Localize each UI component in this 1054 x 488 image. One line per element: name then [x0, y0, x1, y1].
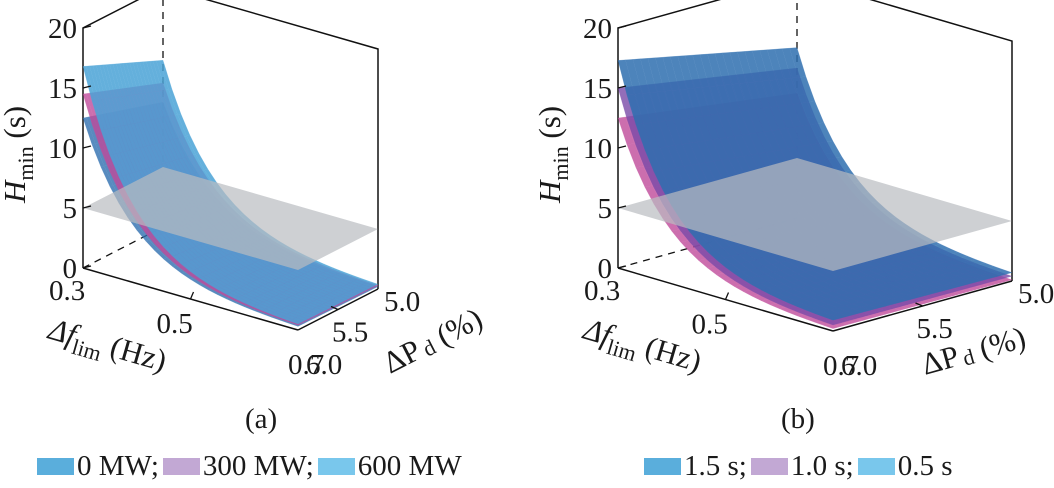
- x-tick: [724, 292, 730, 300]
- x-tick-label: 0.5: [157, 308, 193, 340]
- legend-label: 1.5 s;: [684, 450, 747, 482]
- z-tick: [82, 25, 92, 29]
- y-tick-label: 6.0: [306, 349, 342, 381]
- surface-plot-b: 0 5 10 15 20 0.3 0.5 0.7 5.0 5.5 6.0 Hmin (s) Δflim …: [532, 0, 1054, 385]
- z-tick: [617, 145, 627, 149]
- z-tick-label: 20: [48, 13, 77, 45]
- z-tick-label: 0: [63, 253, 78, 285]
- x-label-sub: lim: [69, 334, 104, 366]
- z-tick-label: 10: [48, 133, 77, 165]
- surface-patch: [365, 280, 379, 287]
- y-tick: [330, 305, 339, 311]
- z-tick: [617, 205, 627, 209]
- reference-plane: [618, 158, 1012, 271]
- legend-item: 300 MW;: [162, 450, 314, 483]
- x-tick-label: 0.3: [49, 275, 85, 307]
- axis-box-edge: [82, 0, 379, 289]
- z-tick: [82, 205, 92, 209]
- x-tick-label: 0.5: [692, 309, 728, 341]
- reference-plane: [83, 167, 378, 270]
- x-label-sub: lim: [604, 334, 639, 366]
- legend-swatch: [37, 458, 74, 475]
- legend-b: 1.5 s; 1.0 s; 0.5 s: [644, 450, 956, 483]
- z-tick: [82, 145, 92, 149]
- x-tick-label: 0.3: [584, 275, 620, 307]
- axis-hidden-edge: [82, 226, 164, 269]
- y-tick-label: 5.5: [917, 313, 953, 345]
- z-tick-label: 5: [598, 193, 613, 225]
- z-tick-label: 10: [583, 133, 612, 165]
- legend-swatch: [162, 458, 200, 475]
- legend-item: 0 MW;: [37, 450, 159, 483]
- y-tick-label: 5.0: [384, 286, 420, 318]
- x-axis-label: Δflim (Hz): [41, 311, 170, 384]
- legend-label: 0.5 s: [897, 450, 953, 482]
- z-tick: [82, 265, 92, 269]
- x-tick-label: 0.7: [823, 350, 859, 382]
- legend-label: 600 MW: [357, 450, 462, 482]
- z-label-sub: min: [13, 146, 38, 180]
- y-tick-label: 5.0: [1018, 278, 1054, 310]
- z-axis-label: Hmin (s): [532, 106, 573, 204]
- legend-swatch: [750, 458, 788, 475]
- y-label-unit: (%): [968, 319, 1030, 367]
- legend-item: 600 MW: [317, 450, 462, 483]
- x-axis-label: Δflim (Hz): [576, 311, 705, 385]
- x-tick-label: 0.7: [288, 349, 324, 381]
- legend-a: 0 MW; 300 MW; 600 MW: [37, 450, 466, 483]
- legend-label: 300 MW;: [202, 450, 314, 482]
- z-tick-label: 20: [583, 13, 612, 45]
- legend-item: 1.5 s;: [644, 450, 747, 483]
- legend-item: 1.0 s;: [750, 450, 854, 483]
- z-label-sub: min: [548, 146, 573, 180]
- z-tick: [617, 265, 627, 269]
- panel-caption-a: (a): [245, 403, 278, 435]
- legend-swatch: [644, 458, 681, 475]
- legend-swatch: [317, 458, 355, 475]
- z-tick-label: 15: [48, 73, 77, 105]
- z-tick-label: 15: [583, 73, 612, 105]
- z-label-unit: (s): [0, 106, 32, 146]
- z-tick: [617, 85, 627, 89]
- panel-a: 0 5 10 15 20 0.3 0.5 0.7 5.0 5.5 6.0 Hmin (s) Δflim …: [0, 0, 488, 483]
- surface-patch: [994, 269, 1013, 275]
- z-label-unit: (s): [532, 106, 567, 146]
- surface-plot-a: 0 5 10 15 20 0.3 0.5 0.7 5.0 5.56.0 Hmin (s) Δflim …: [0, 0, 488, 384]
- x-tick: [189, 291, 195, 300]
- axis-box-edge: [617, 0, 1013, 281]
- legend-label: 1.0 s;: [790, 450, 854, 482]
- y-tick-label: 5.5: [332, 317, 368, 349]
- y-tick-label: 6.0: [841, 350, 877, 382]
- y-tick: [915, 302, 923, 307]
- z-tick-label: 0: [598, 253, 613, 285]
- z-tick-label: 5: [63, 193, 78, 225]
- z-axis-label: Hmin (s): [0, 106, 38, 204]
- z-label-main: H: [0, 179, 32, 204]
- legend-item: 0.5 s: [857, 450, 953, 483]
- legend-swatch: [857, 458, 895, 475]
- z-label-main: H: [532, 179, 567, 204]
- legend-label: 0 MW;: [77, 450, 159, 482]
- z-tick: [617, 25, 627, 29]
- panel-caption-b: (b): [781, 403, 815, 435]
- panel-b: 0 5 10 15 20 0.3 0.5 0.7 5.0 5.5 6.0 Hmin (s) Δflim …: [527, 0, 1054, 488]
- z-tick: [82, 85, 92, 89]
